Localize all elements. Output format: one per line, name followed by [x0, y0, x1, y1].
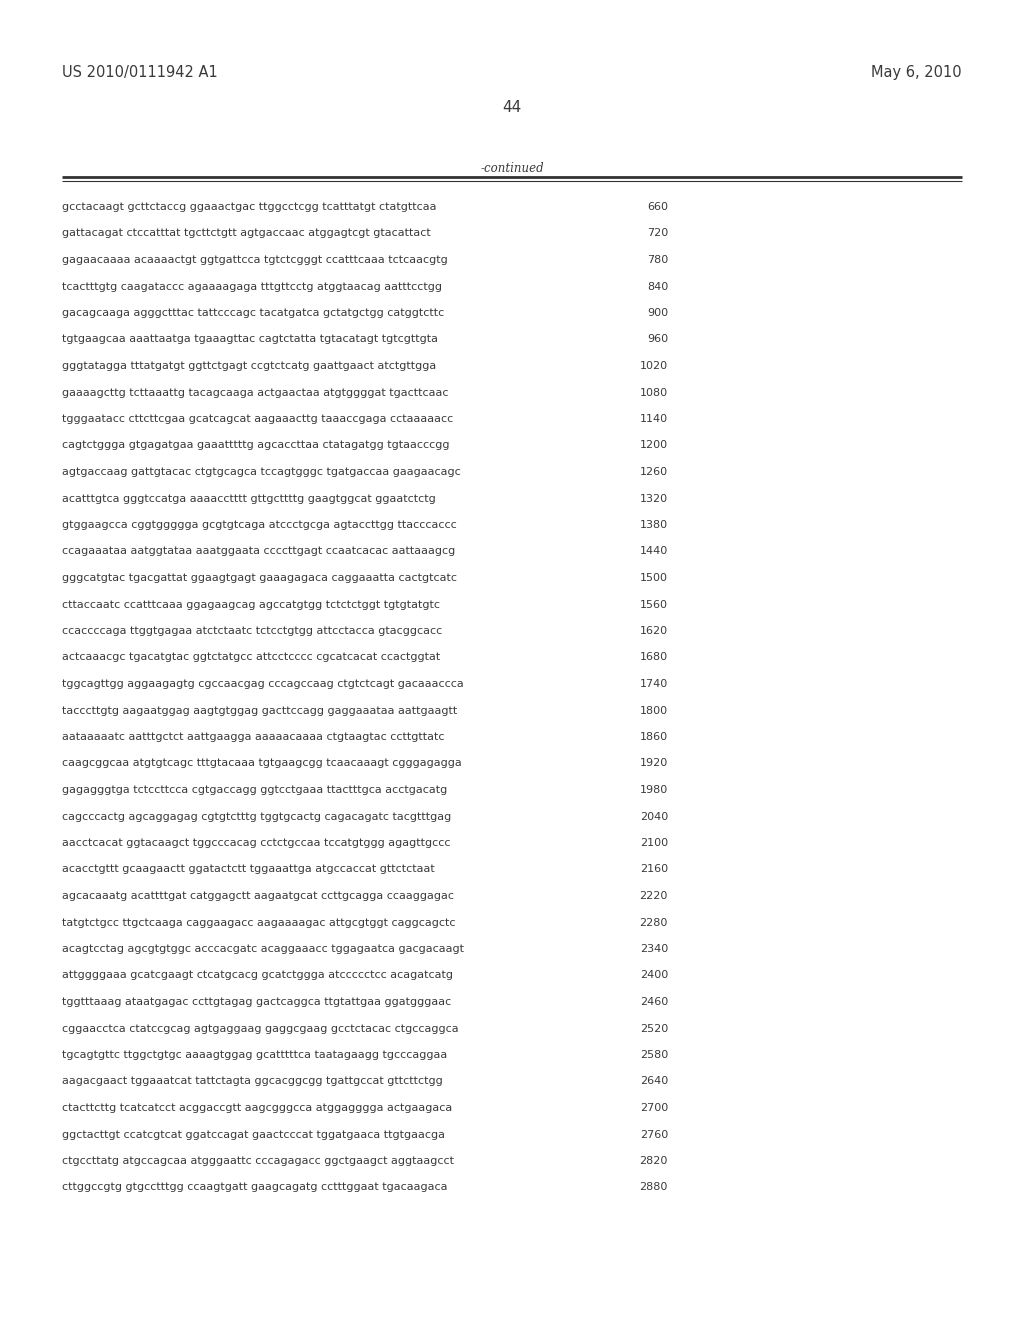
Text: 1800: 1800	[640, 705, 668, 715]
Text: ggctacttgt ccatcgtcat ggatccagat gaactcccat tggatgaaca ttgtgaacga: ggctacttgt ccatcgtcat ggatccagat gaactcc…	[62, 1130, 445, 1139]
Text: 1860: 1860	[640, 733, 668, 742]
Text: 1020: 1020	[640, 360, 668, 371]
Text: 2580: 2580	[640, 1049, 668, 1060]
Text: US 2010/0111942 A1: US 2010/0111942 A1	[62, 65, 218, 81]
Text: agtgaccaag gattgtacac ctgtgcagca tccagtgggc tgatgaccaa gaagaacagc: agtgaccaag gattgtacac ctgtgcagca tccagtg…	[62, 467, 461, 477]
Text: 1500: 1500	[640, 573, 668, 583]
Text: ctacttcttg tcatcatcct acggaccgtt aagcgggcca atggagggga actgaagaca: ctacttcttg tcatcatcct acggaccgtt aagcggg…	[62, 1104, 453, 1113]
Text: gtggaagcca cggtggggga gcgtgtcaga atccctgcga agtaccttgg ttacccaccc: gtggaagcca cggtggggga gcgtgtcaga atccctg…	[62, 520, 457, 531]
Text: 660: 660	[647, 202, 668, 213]
Text: gggcatgtac tgacgattat ggaagtgagt gaaagagaca caggaaatta cactgtcatc: gggcatgtac tgacgattat ggaagtgagt gaaagag…	[62, 573, 457, 583]
Text: ccagaaataa aatggtataa aaatggaata ccccttgagt ccaatcacac aattaaagcg: ccagaaataa aatggtataa aaatggaata ccccttg…	[62, 546, 456, 557]
Text: 2340: 2340	[640, 944, 668, 954]
Text: 2520: 2520	[640, 1023, 668, 1034]
Text: acatttgtca gggtccatga aaaacctttt gttgcttttg gaagtggcat ggaatctctg: acatttgtca gggtccatga aaaacctttt gttgctt…	[62, 494, 436, 503]
Text: 2280: 2280	[640, 917, 668, 928]
Text: 2880: 2880	[640, 1183, 668, 1192]
Text: 2040: 2040	[640, 812, 668, 821]
Text: 1440: 1440	[640, 546, 668, 557]
Text: cttaccaatc ccatttcaaa ggagaagcag agccatgtgg tctctctggt tgtgtatgtc: cttaccaatc ccatttcaaa ggagaagcag agccatg…	[62, 599, 440, 610]
Text: 2400: 2400	[640, 970, 668, 981]
Text: gggtatagga tttatgatgt ggttctgagt ccgtctcatg gaattgaact atctgttgga: gggtatagga tttatgatgt ggttctgagt ccgtctc…	[62, 360, 436, 371]
Text: gacagcaaga agggctttac tattcccagc tacatgatca gctatgctgg catggtcttc: gacagcaaga agggctttac tattcccagc tacatga…	[62, 308, 444, 318]
Text: 1680: 1680	[640, 652, 668, 663]
Text: aacctcacat ggtacaagct tggcccacag cctctgccaa tccatgtggg agagttgccc: aacctcacat ggtacaagct tggcccacag cctctgc…	[62, 838, 451, 847]
Text: 1380: 1380	[640, 520, 668, 531]
Text: 44: 44	[503, 100, 521, 115]
Text: 1560: 1560	[640, 599, 668, 610]
Text: cttggccgtg gtgcctttgg ccaagtgatt gaagcagatg cctttggaat tgacaagaca: cttggccgtg gtgcctttgg ccaagtgatt gaagcag…	[62, 1183, 447, 1192]
Text: gattacagat ctccatttat tgcttctgtt agtgaccaac atggagtcgt gtacattact: gattacagat ctccatttat tgcttctgtt agtgacc…	[62, 228, 431, 239]
Text: acacctgttt gcaagaactt ggatactctt tggaaattga atgccaccat gttctctaat: acacctgttt gcaagaactt ggatactctt tggaaat…	[62, 865, 435, 874]
Text: cagtctggga gtgagatgaa gaaatttttg agcaccttaa ctatagatgg tgtaacccgg: cagtctggga gtgagatgaa gaaatttttg agcacct…	[62, 441, 450, 450]
Text: actcaaacgc tgacatgtac ggtctatgcc attcctcccc cgcatcacat ccactggtat: actcaaacgc tgacatgtac ggtctatgcc attcctc…	[62, 652, 440, 663]
Text: tatgtctgcc ttgctcaaga caggaagacc aagaaaagac attgcgtggt caggcagctc: tatgtctgcc ttgctcaaga caggaagacc aagaaaa…	[62, 917, 456, 928]
Text: 1140: 1140	[640, 414, 668, 424]
Text: 2820: 2820	[640, 1156, 668, 1166]
Text: gaaaagcttg tcttaaattg tacagcaaga actgaactaa atgtggggat tgacttcaac: gaaaagcttg tcttaaattg tacagcaaga actgaac…	[62, 388, 449, 397]
Text: attggggaaa gcatcgaagt ctcatgcacg gcatctggga atccccctcc acagatcatg: attggggaaa gcatcgaagt ctcatgcacg gcatctg…	[62, 970, 453, 981]
Text: cggaacctca ctatccgcag agtgaggaag gaggcgaag gcctctacac ctgccaggca: cggaacctca ctatccgcag agtgaggaag gaggcga…	[62, 1023, 459, 1034]
Text: aataaaaatc aatttgctct aattgaagga aaaaacaaaa ctgtaagtac ccttgttatc: aataaaaatc aatttgctct aattgaagga aaaaaca…	[62, 733, 444, 742]
Text: -continued: -continued	[480, 162, 544, 176]
Text: 1320: 1320	[640, 494, 668, 503]
Text: 2160: 2160	[640, 865, 668, 874]
Text: 840: 840	[647, 281, 668, 292]
Text: May 6, 2010: May 6, 2010	[871, 65, 962, 81]
Text: gcctacaagt gcttctaccg ggaaactgac ttggcctcgg tcatttatgt ctatgttcaa: gcctacaagt gcttctaccg ggaaactgac ttggcct…	[62, 202, 436, 213]
Text: 2100: 2100	[640, 838, 668, 847]
Text: tgtgaagcaa aaattaatga tgaaagttac cagtctatta tgtacatagt tgtcgttgta: tgtgaagcaa aaattaatga tgaaagttac cagtcta…	[62, 334, 438, 345]
Text: aagacgaact tggaaatcat tattctagta ggcacggcgg tgattgccat gttcttctgg: aagacgaact tggaaatcat tattctagta ggcacgg…	[62, 1077, 442, 1086]
Text: 1260: 1260	[640, 467, 668, 477]
Text: acagtcctag agcgtgtggc acccacgatc acaggaaacc tggagaatca gacgacaagt: acagtcctag agcgtgtggc acccacgatc acaggaa…	[62, 944, 464, 954]
Text: ccaccccaga ttggtgagaa atctctaatc tctcctgtgg attcctacca gtacggcacc: ccaccccaga ttggtgagaa atctctaatc tctcctg…	[62, 626, 442, 636]
Text: ctgccttatg atgccagcaa atgggaattc cccagagacc ggctgaagct aggtaagcct: ctgccttatg atgccagcaa atgggaattc cccagag…	[62, 1156, 454, 1166]
Text: 2640: 2640	[640, 1077, 668, 1086]
Text: tggcagttgg aggaagagtg cgccaacgag cccagccaag ctgtctcagt gacaaaccca: tggcagttgg aggaagagtg cgccaacgag cccagcc…	[62, 678, 464, 689]
Text: 2700: 2700	[640, 1104, 668, 1113]
Text: 900: 900	[647, 308, 668, 318]
Text: agcacaaatg acattttgat catggagctt aagaatgcat ccttgcagga ccaaggagac: agcacaaatg acattttgat catggagctt aagaatg…	[62, 891, 454, 902]
Text: gagagggtga tctccttcca cgtgaccagg ggtcctgaaa ttactttgca acctgacatg: gagagggtga tctccttcca cgtgaccagg ggtcctg…	[62, 785, 447, 795]
Text: tgcagtgttc ttggctgtgc aaaagtggag gcatttttca taatagaagg tgcccaggaa: tgcagtgttc ttggctgtgc aaaagtggag gcatttt…	[62, 1049, 447, 1060]
Text: 1980: 1980	[640, 785, 668, 795]
Text: cagcccactg agcaggagag cgtgtctttg tggtgcactg cagacagatc tacgtttgag: cagcccactg agcaggagag cgtgtctttg tggtgca…	[62, 812, 452, 821]
Text: 1620: 1620	[640, 626, 668, 636]
Text: 780: 780	[647, 255, 668, 265]
Text: tacccttgtg aagaatggag aagtgtggag gacttccagg gaggaaataa aattgaagtt: tacccttgtg aagaatggag aagtgtggag gacttcc…	[62, 705, 458, 715]
Text: tgggaatacc cttcttcgaa gcatcagcat aagaaacttg taaaccgaga cctaaaaacc: tgggaatacc cttcttcgaa gcatcagcat aagaaac…	[62, 414, 454, 424]
Text: 1200: 1200	[640, 441, 668, 450]
Text: 1920: 1920	[640, 759, 668, 768]
Text: tcactttgtg caagataccc agaaaagaga tttgttcctg atggtaacag aatttcctgg: tcactttgtg caagataccc agaaaagaga tttgttc…	[62, 281, 442, 292]
Text: gagaacaaaa acaaaactgt ggtgattcca tgtctcgggt ccatttcaaa tctcaacgtg: gagaacaaaa acaaaactgt ggtgattcca tgtctcg…	[62, 255, 447, 265]
Text: 1740: 1740	[640, 678, 668, 689]
Text: 2460: 2460	[640, 997, 668, 1007]
Text: 720: 720	[647, 228, 668, 239]
Text: tggtttaaag ataatgagac ccttgtagag gactcaggca ttgtattgaa ggatgggaac: tggtttaaag ataatgagac ccttgtagag gactcag…	[62, 997, 452, 1007]
Text: 2760: 2760	[640, 1130, 668, 1139]
Text: 2220: 2220	[640, 891, 668, 902]
Text: 960: 960	[647, 334, 668, 345]
Text: caagcggcaa atgtgtcagc tttgtacaaa tgtgaagcgg tcaacaaagt cgggagagga: caagcggcaa atgtgtcagc tttgtacaaa tgtgaag…	[62, 759, 462, 768]
Text: 1080: 1080	[640, 388, 668, 397]
